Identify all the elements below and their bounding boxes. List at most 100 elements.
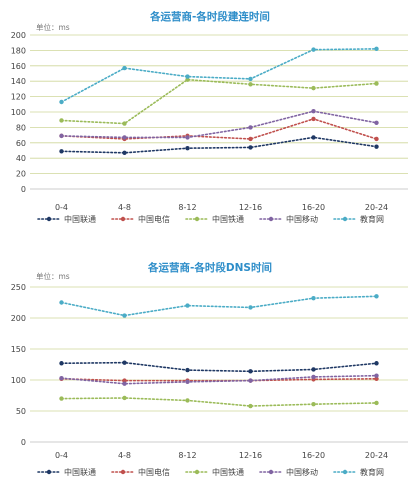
- y-tick-label: 160: [11, 62, 26, 71]
- data-point: [311, 401, 316, 407]
- legend-label: 教育网: [360, 467, 384, 477]
- data-point: [185, 398, 190, 403]
- data-point: [122, 360, 127, 365]
- chart-title: 各运营商-各时段DNS时间: [147, 261, 272, 274]
- legend-label: 中国联通: [64, 214, 96, 224]
- x-tick-label: 16-20: [302, 451, 325, 460]
- data-point: [185, 303, 190, 308]
- data-point: [248, 82, 253, 87]
- data-point: [59, 99, 64, 105]
- x-tick-label: 4-8: [118, 451, 131, 460]
- legend-label: 中国移动: [286, 467, 318, 477]
- legend-item: 中国电信: [111, 214, 170, 224]
- data-point: [248, 125, 253, 130]
- data-point: [248, 403, 253, 409]
- data-point: [311, 374, 316, 380]
- data-point: [374, 136, 379, 142]
- data-point: [311, 116, 316, 122]
- series-line: [59, 46, 379, 105]
- x-tick-label: 8-12: [178, 203, 196, 212]
- series-path: [60, 361, 378, 373]
- data-point: [374, 376, 379, 381]
- legend-marker: [194, 216, 200, 222]
- data-point: [311, 109, 316, 114]
- data-point: [311, 85, 316, 91]
- y-tick-label: 0: [21, 185, 26, 194]
- series-line: [59, 395, 379, 409]
- y-tick-label: 60: [16, 139, 26, 148]
- legend-item: 教育网: [333, 214, 384, 224]
- data-point: [185, 77, 190, 82]
- data-point: [248, 76, 253, 82]
- x-tick-label: 20-24: [365, 203, 388, 212]
- data-point: [185, 145, 190, 151]
- x-tick-label: 12-16: [239, 203, 262, 212]
- series-line: [59, 109, 379, 140]
- legend-marker: [194, 469, 200, 475]
- data-point: [122, 65, 127, 71]
- x-tick-label: 16-20: [302, 203, 325, 212]
- data-point: [311, 47, 316, 52]
- data-point: [59, 375, 64, 381]
- series-path: [60, 374, 378, 385]
- legend-item: 教育网: [333, 467, 384, 477]
- series-line: [59, 360, 379, 374]
- legend-label: 中国联通: [64, 467, 96, 477]
- data-point: [122, 150, 127, 156]
- data-point: [59, 300, 64, 305]
- legend-label: 中国铁通: [212, 214, 244, 224]
- y-tick-label: 100: [11, 376, 26, 385]
- data-point: [122, 395, 127, 401]
- chart-title: 各运营商-各时段建连时间: [149, 10, 270, 23]
- legend-item: 中国联通: [37, 214, 96, 224]
- y-tick-label: 250: [11, 283, 26, 292]
- data-point: [122, 313, 127, 318]
- legend-label: 中国电信: [138, 467, 170, 477]
- series-path: [60, 295, 378, 317]
- legend-item: 中国铁通: [185, 467, 244, 477]
- data-point: [248, 145, 253, 150]
- y-tick-label: 20: [16, 170, 26, 179]
- x-tick-label: 0-4: [55, 203, 68, 212]
- data-point: [59, 118, 64, 123]
- legend-marker: [120, 216, 126, 222]
- data-point: [122, 121, 127, 126]
- data-point: [248, 305, 253, 310]
- data-point: [374, 294, 379, 299]
- data-point: [59, 396, 64, 401]
- data-point: [374, 120, 379, 125]
- series-line: [59, 77, 379, 126]
- series-path: [60, 78, 378, 125]
- y-tick-label: 40: [16, 154, 26, 163]
- x-tick-label: 0-4: [55, 451, 68, 460]
- data-point: [311, 295, 316, 301]
- y-tick-label: 0: [21, 438, 26, 447]
- data-point: [59, 133, 64, 139]
- y-tick-label: 200: [11, 314, 26, 323]
- legend-item: 中国移动: [259, 214, 318, 224]
- y-tick-label: 140: [11, 77, 26, 86]
- legend-marker: [120, 469, 126, 475]
- data-point: [59, 149, 64, 154]
- legend-label: 中国移动: [286, 214, 318, 224]
- x-tick-label: 4-8: [118, 203, 131, 212]
- series-line: [59, 373, 379, 386]
- series-path: [60, 397, 378, 407]
- data-point: [248, 378, 253, 383]
- legend-label: 教育网: [360, 214, 384, 224]
- series-path: [60, 110, 378, 139]
- data-point: [122, 378, 127, 383]
- series-path: [60, 48, 378, 103]
- data-point: [122, 381, 127, 386]
- data-point: [374, 81, 379, 86]
- series-line: [59, 294, 379, 318]
- legend-item: 中国电信: [111, 467, 170, 477]
- data-point: [374, 400, 379, 406]
- data-point: [248, 369, 253, 374]
- data-point: [311, 367, 316, 372]
- connection-time-chart: 各运营商-各时段建连时间 单位：ms 0 20 40 60 80 100 120 140 160…: [11, 10, 408, 224]
- series-line: [59, 135, 379, 156]
- data-point: [374, 373, 379, 378]
- legend-marker: [342, 216, 348, 222]
